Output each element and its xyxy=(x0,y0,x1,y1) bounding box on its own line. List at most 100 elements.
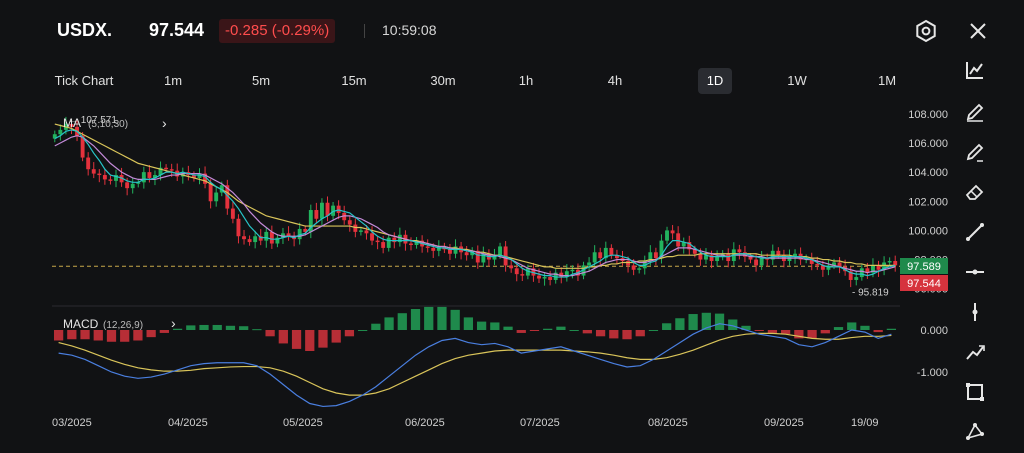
macd-histogram-bar xyxy=(212,324,222,330)
candle xyxy=(431,247,436,251)
price-chart[interactable]: 108.000106.000104.000102.000100.00098.00… xyxy=(0,96,950,448)
macd-histogram-bar xyxy=(688,314,698,330)
line-chart-icon[interactable] xyxy=(963,58,987,82)
current-price-tag-green xyxy=(900,258,948,274)
ma30-line xyxy=(54,123,896,269)
candle xyxy=(815,263,820,266)
candle xyxy=(876,265,881,270)
macd-histogram-bar xyxy=(556,326,566,330)
candle xyxy=(631,265,636,270)
candle xyxy=(570,269,575,272)
macd-histogram-bar xyxy=(437,306,447,330)
candle xyxy=(141,172,146,183)
candle xyxy=(242,236,246,240)
macd-histogram-bar xyxy=(358,330,368,331)
macd-histogram-bar xyxy=(582,330,592,334)
candle xyxy=(97,173,102,176)
macd-histogram-bar xyxy=(463,317,474,330)
candle xyxy=(525,268,530,276)
macd-histogram-bar xyxy=(490,322,500,330)
date-tick-label: 19/09 xyxy=(851,417,879,429)
horizontal-line-icon[interactable] xyxy=(963,260,987,284)
candle xyxy=(464,252,469,256)
macd-histogram-bar xyxy=(331,330,341,343)
candle xyxy=(236,218,241,237)
tab-4h[interactable]: 4h xyxy=(607,73,623,88)
candle xyxy=(230,208,235,219)
macd-histogram-bar xyxy=(569,330,579,331)
pen-icon[interactable] xyxy=(963,100,987,124)
macd-histogram-bar xyxy=(476,321,487,330)
settings-icon[interactable] xyxy=(914,19,938,43)
candle xyxy=(86,157,91,170)
macd-histogram-bar xyxy=(397,313,407,330)
candle xyxy=(854,277,859,280)
candle xyxy=(208,183,213,202)
macd-histogram-bar xyxy=(543,328,553,330)
candle xyxy=(119,175,124,183)
date-tick-label: 04/2025 xyxy=(168,417,208,429)
tab-tick-chart[interactable]: Tick Chart xyxy=(54,73,114,88)
macd-histogram-bar xyxy=(172,328,183,330)
macd-histogram-bar xyxy=(67,330,77,340)
tab-1d[interactable]: 1D xyxy=(698,68,732,94)
macd-histogram-bar xyxy=(529,330,540,331)
candle xyxy=(832,262,836,266)
macd-histogram-bar xyxy=(93,330,103,341)
macd-histogram-bar xyxy=(714,313,725,330)
macd-histogram-bar xyxy=(807,330,817,339)
macd-histogram-bar xyxy=(701,312,711,330)
candle xyxy=(503,246,508,266)
candle xyxy=(269,231,274,244)
trend-tool-icon[interactable] xyxy=(963,340,987,364)
tab-1w[interactable]: 1W xyxy=(787,73,807,88)
divider xyxy=(364,24,365,38)
macd-histogram-bar xyxy=(384,317,394,330)
candle xyxy=(319,202,324,219)
candle xyxy=(704,255,708,260)
tab-1m[interactable]: 1m xyxy=(163,73,183,88)
tab-15m[interactable]: 15m xyxy=(341,73,367,88)
candle xyxy=(793,253,797,257)
macd-signal-line xyxy=(58,332,892,396)
tab-1m[interactable]: 1M xyxy=(877,73,897,88)
candle xyxy=(475,250,480,263)
macd-histogram-bar xyxy=(503,326,513,330)
close-icon[interactable] xyxy=(966,19,990,43)
candle xyxy=(258,236,263,241)
tab-5m[interactable]: 5m xyxy=(251,73,271,88)
candle xyxy=(342,212,347,221)
vertical-line-icon[interactable] xyxy=(963,300,987,324)
macd-histogram-bar xyxy=(199,324,209,330)
candle xyxy=(843,266,848,272)
candle xyxy=(386,237,391,248)
last-price: 97.544 xyxy=(149,20,205,40)
candle xyxy=(737,249,742,253)
candle xyxy=(559,272,564,278)
candle xyxy=(102,175,107,180)
candle xyxy=(286,233,291,237)
candle xyxy=(180,172,185,177)
macd-histogram-bar xyxy=(635,330,645,337)
candle xyxy=(492,255,497,260)
high-price-label: ← 107.571 xyxy=(68,115,117,126)
macd-histogram-bar xyxy=(728,319,738,330)
candle xyxy=(470,250,475,256)
tab-30m[interactable]: 30m xyxy=(430,73,456,88)
path-tool-icon[interactable] xyxy=(963,420,987,444)
line-tool-icon[interactable] xyxy=(963,220,987,244)
rectangle-icon[interactable] xyxy=(963,380,987,404)
macd-legend-params: (12,26,9) xyxy=(103,320,143,331)
candle xyxy=(91,169,96,174)
candle xyxy=(681,242,686,247)
candle xyxy=(225,185,230,209)
pencil-icon[interactable] xyxy=(963,140,987,164)
macd-histogram-bar xyxy=(424,306,434,330)
tab-1h[interactable]: 1h xyxy=(518,73,534,88)
macd-tick-label: 0.000 xyxy=(920,325,948,337)
date-tick-label: 08/2025 xyxy=(648,417,688,429)
eraser-icon[interactable] xyxy=(963,180,987,204)
candle xyxy=(531,268,536,276)
candle xyxy=(409,243,413,245)
candle xyxy=(108,179,113,181)
